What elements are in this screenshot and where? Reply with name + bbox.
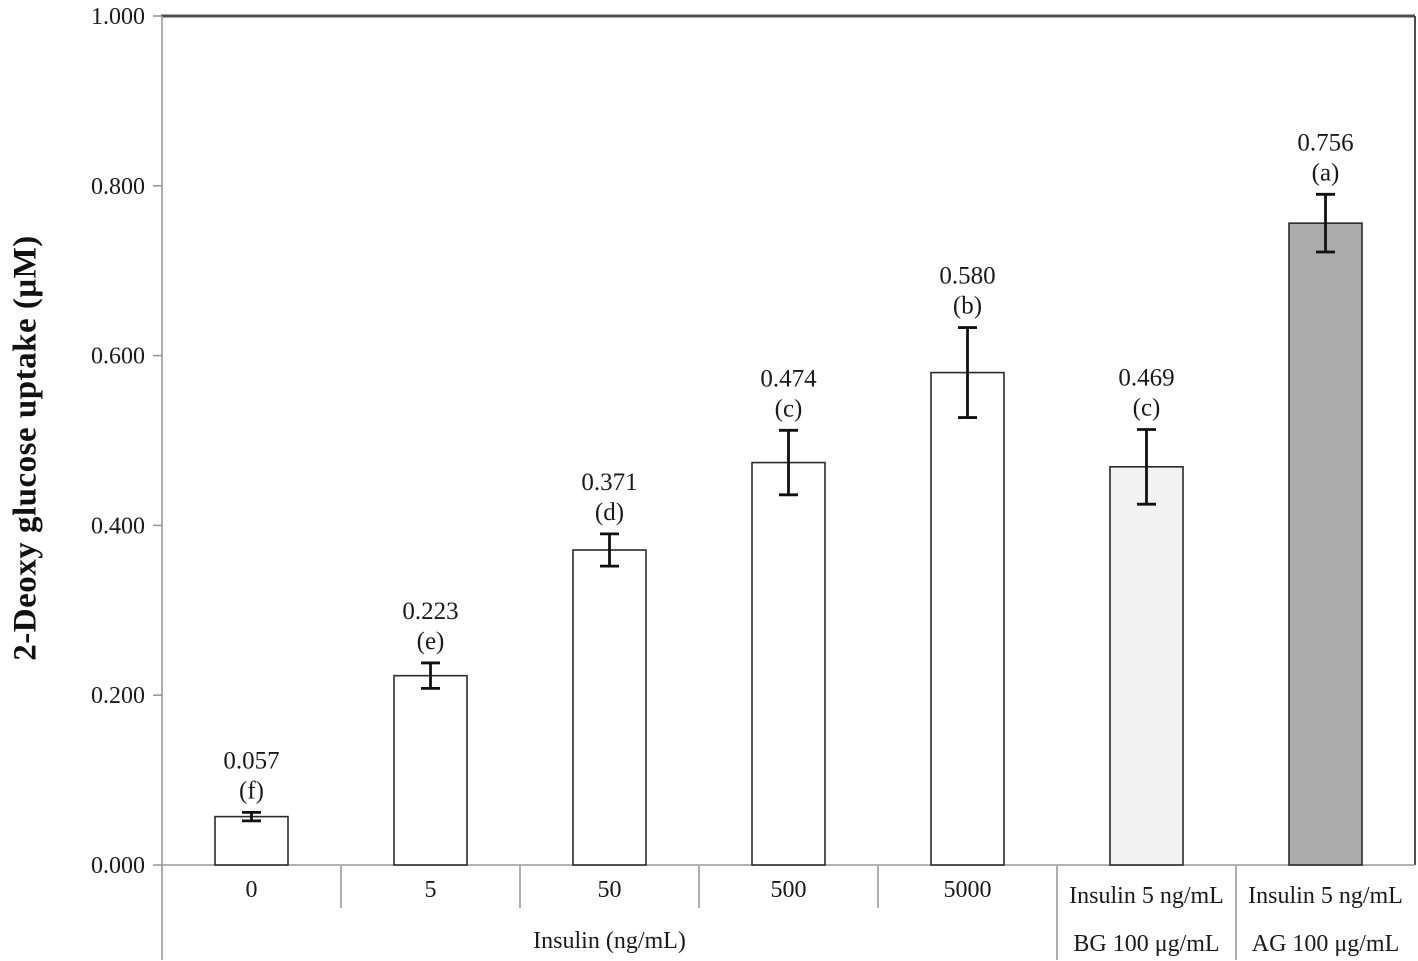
bar-sig-letter: (b) [953, 293, 982, 320]
y-tick-label: 0.200 [91, 683, 145, 709]
category-label: 5000 [944, 877, 992, 903]
bar [1288, 222, 1363, 866]
y-tick-label: 0.800 [91, 174, 145, 200]
bar [1109, 466, 1184, 866]
bar [751, 461, 826, 866]
bar-value-label: 0.371 [581, 469, 637, 496]
bar-value-label: 0.756 [1297, 129, 1353, 156]
y-tick-label: 0.000 [91, 853, 145, 879]
y-tick-label: 1.000 [91, 4, 145, 30]
bar-sig-letter: (c) [775, 395, 803, 422]
bar-sig-letter: (d) [595, 499, 624, 526]
category-sub-label: BG 100 μg/mL [1073, 931, 1219, 957]
bar-sig-letter: (f) [239, 777, 264, 804]
category-label: 0 [246, 877, 258, 903]
bar-sig-letter: (c) [1133, 394, 1161, 421]
category-sub-label: AG 100 μg/mL [1252, 931, 1400, 957]
bar-sig-letter: (a) [1312, 159, 1340, 186]
bar-value-label: 0.223 [402, 598, 458, 625]
bar-value-label: 0.469 [1118, 364, 1174, 391]
bar [214, 815, 289, 866]
bar-value-label: 0.580 [939, 263, 995, 290]
bar [930, 371, 1005, 866]
category-label: Insulin 5 ng/mL [1248, 883, 1403, 909]
bar-sig-letter: (e) [417, 628, 445, 655]
bar-value-label: 0.474 [760, 365, 817, 392]
y-tick-label: 0.400 [91, 513, 145, 539]
group-axis-label: Insulin (ng/mL) [533, 928, 686, 954]
bar [393, 674, 468, 866]
category-label: 5 [425, 877, 437, 903]
category-label: Insulin 5 ng/mL [1069, 883, 1224, 909]
category-label: 50 [598, 877, 622, 903]
y-tick-label: 0.600 [91, 344, 145, 370]
bar-value-label: 0.057 [223, 747, 279, 774]
bar [572, 549, 647, 866]
category-label: 500 [771, 877, 807, 903]
